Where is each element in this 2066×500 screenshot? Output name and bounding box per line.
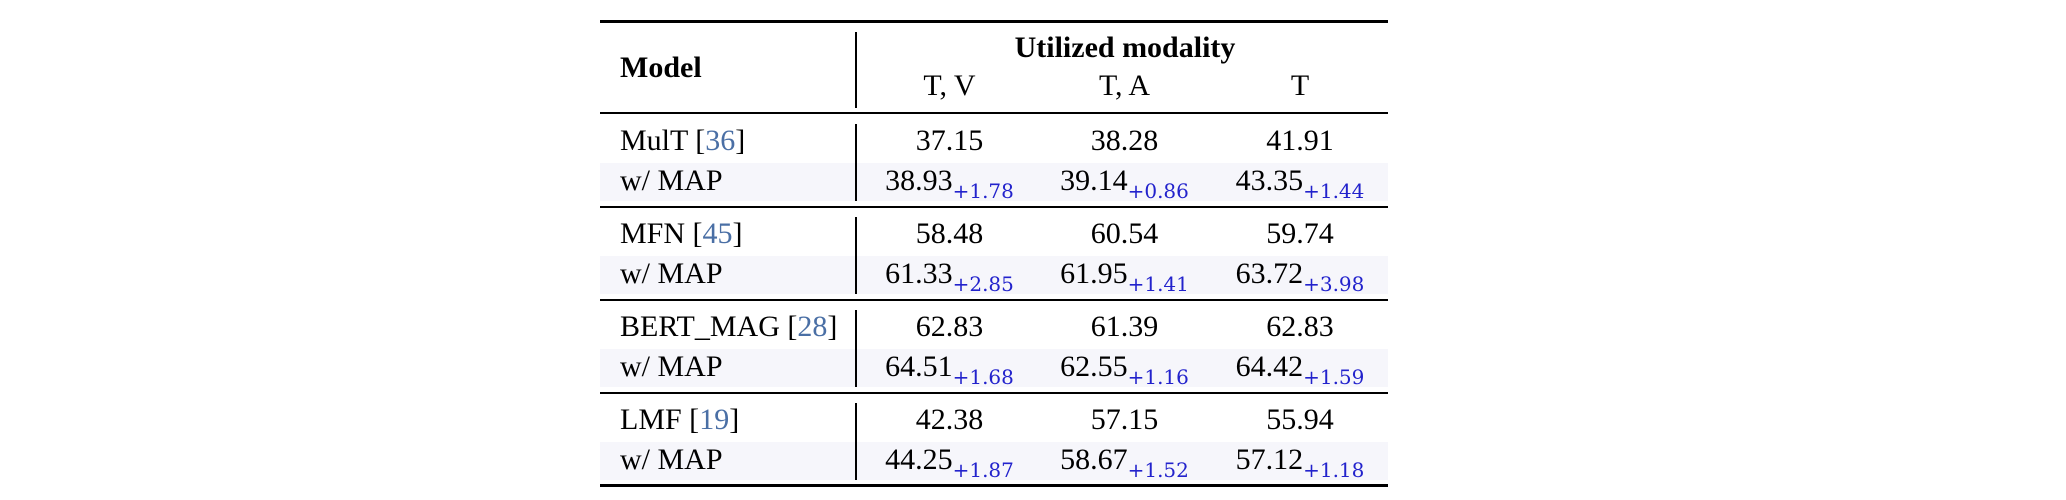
table-cell: 64.51+1.68 [885,350,1014,389]
table-cell: 59.74 [1266,217,1334,250]
table-cell: 42.38 [915,403,984,436]
delta-value: +1.78 [952,179,1014,203]
table-cell: 61.39 [1090,310,1159,343]
map-label: w/ MAP [620,164,723,197]
model-name: MFN [45] [620,217,743,250]
map-row-shade [600,256,1388,294]
table-cell: 57.12+1.18 [1235,443,1365,482]
delta-value: +0.86 [1127,179,1189,203]
table-cell: 44.25+1.87 [885,443,1014,482]
group-rule [600,206,1388,208]
group-rule [600,299,1388,301]
table-cell: 39.14+0.86 [1060,164,1189,203]
map-label: w/ MAP [620,257,723,290]
citation-link[interactable]: 19 [699,403,730,436]
model-name: BERT_MAG [28] [620,310,838,343]
column-divider [855,403,857,480]
bottom-rule [600,484,1388,487]
table-cell: 58.48 [915,217,984,250]
header-model: Model [620,51,702,84]
column-divider [855,217,857,294]
table-cell: 38.93+1.78 [885,164,1014,203]
table-cell: 61.95+1.41 [1060,257,1189,296]
delta-value: +3.98 [1303,272,1365,296]
column-divider [855,310,857,387]
group-rule [600,392,1388,394]
citation-link[interactable]: 28 [797,310,828,343]
delta-value: +2.85 [952,272,1014,296]
delta-value: +1.41 [1127,272,1189,296]
map-label: w/ MAP [620,350,723,383]
table-cell: 38.28 [1090,124,1159,157]
citation-link[interactable]: 45 [702,217,733,250]
delta-value: +1.16 [1127,365,1189,389]
map-row-shade [600,442,1388,480]
table-cell: 55.94 [1266,403,1334,436]
model-name: LMF [19] [620,403,740,436]
column-divider [855,124,857,201]
table-cell: 43.35+1.44 [1235,164,1365,203]
delta-value: +1.68 [952,365,1014,389]
map-label: w/ MAP [620,443,723,476]
table-cell: 62.83 [915,310,984,343]
header-col-tv: T, V [923,69,976,102]
table-cell: 41.91 [1266,124,1334,157]
citation-link[interactable]: 36 [705,124,736,157]
table-cell: 60.54 [1090,217,1159,250]
table-cell: 62.83 [1266,310,1334,343]
header-divider [855,32,857,108]
header-utilized-modality: Utilized modality [1014,31,1236,64]
delta-value: +1.52 [1127,458,1189,482]
delta-value: +1.59 [1303,365,1365,389]
map-row-shade [600,163,1388,201]
delta-value: +1.18 [1303,458,1365,482]
header-rule [600,112,1388,114]
table-cell: 63.72+3.98 [1235,257,1365,296]
table-cell: 57.15 [1090,403,1159,436]
table-cell: 61.33+2.85 [885,257,1014,296]
table-cell: 58.67+1.52 [1060,443,1189,482]
delta-value: +1.44 [1303,179,1365,203]
table-cell: 62.55+1.16 [1060,350,1189,389]
map-row-shade [600,349,1388,387]
table-cell: 37.15 [915,124,984,157]
model-name: MulT [36] [620,124,746,157]
top-rule [600,20,1388,23]
delta-value: +1.87 [952,458,1014,482]
header-col-t: T [1290,69,1310,102]
table-cell: 64.42+1.59 [1235,350,1365,389]
header-col-ta: T, A [1098,69,1151,102]
